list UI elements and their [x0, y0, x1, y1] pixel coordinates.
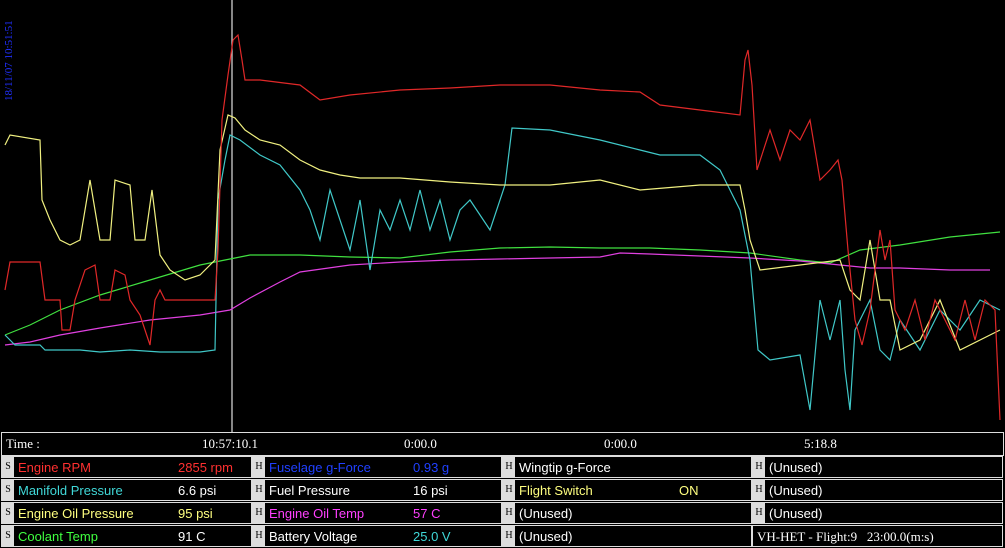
flag-button: H	[503, 480, 515, 500]
channel-cell: S Engine RPM 2855 rpm	[1, 456, 252, 478]
channel-label: VH-HET - Flight:9 23:00.0(m:s)	[757, 529, 934, 544]
channel-label: Fuel Pressure	[269, 483, 350, 498]
trace-oil-pressure	[4, 114, 1001, 351]
channel-cell: H Fuel Pressure 16 psi	[252, 479, 502, 501]
channel-label: (Unused)	[519, 529, 573, 544]
flag-button: H	[753, 503, 765, 523]
timestamp: 18/11/07 10:51:51	[3, 20, 15, 101]
time-label: Time :	[6, 436, 40, 451]
trace-coolant	[4, 231, 1001, 336]
channel-value: 6.6 psi	[178, 483, 217, 498]
channel-label: Wingtip g-Force	[519, 460, 611, 475]
channel-value: 57 C	[413, 506, 441, 521]
trace-manifold	[4, 127, 1001, 411]
channel-label: Battery Voltage	[269, 529, 358, 544]
trace-oil-temp	[4, 252, 990, 346]
trace-plot	[4, 0, 1001, 432]
time-bar: Time : 10:57:10.1 0:00.0 0:00.0 5:18.8	[1, 432, 1004, 456]
channel-cell: H Fuselage g-Force 0.93 g	[252, 456, 502, 478]
channel-cell: H Engine Oil Temp 57 C	[252, 502, 502, 524]
channel-label: (Unused)	[769, 506, 823, 521]
channel-label: Engine Oil Temp	[269, 506, 365, 521]
channel-cell: H (Unused)	[752, 479, 1003, 501]
channel-label: Coolant Temp	[18, 529, 98, 544]
flag-button: H	[503, 526, 515, 546]
channel-label: Engine RPM	[18, 460, 91, 475]
channel-cell: H Wingtip g-Force	[502, 456, 752, 478]
channel-grid: S Engine RPM 2855 rpm H Fuselage g-Force 0.93…	[1, 456, 1003, 548]
flag-button: H	[503, 457, 515, 477]
channel-label: Fuselage g-Force	[269, 460, 371, 475]
flag-button: S	[2, 503, 14, 523]
channel-cell: S Engine Oil Pressure 95 psi	[1, 502, 252, 524]
time-mark: 0:00.0	[404, 436, 437, 451]
channel-cell: S Coolant Temp 91 C	[1, 525, 252, 547]
channel-label: Engine Oil Pressure	[18, 506, 134, 521]
trace-rpm	[4, 33, 1001, 421]
time-mark: 5:18.8	[804, 436, 837, 451]
flag-button: H	[253, 526, 265, 546]
channel-cell: H (Unused)	[502, 525, 752, 547]
flag-button: H	[503, 503, 515, 523]
flag-button: S	[2, 480, 14, 500]
channel-label: (Unused)	[519, 506, 573, 521]
channel-cell: VH-HET - Flight:9 23:00.0(m:s)	[752, 525, 1003, 547]
channel-label: (Unused)	[769, 460, 823, 475]
channel-label: Manifold Pressure	[18, 483, 123, 498]
flag-button: H	[253, 457, 265, 477]
channel-value: 91 C	[178, 529, 206, 544]
channel-value: 0.93 g	[413, 460, 450, 475]
channel-cell: H (Unused)	[752, 456, 1003, 478]
flag-button: H	[753, 480, 765, 500]
flag-button: H	[253, 503, 265, 523]
flag-button: H	[753, 457, 765, 477]
channel-label: Flight Switch	[519, 483, 593, 498]
flag-button: H	[253, 480, 265, 500]
channel-cell: H (Unused)	[502, 502, 752, 524]
channel-cell: H Flight Switch ON	[502, 479, 752, 501]
flag-button: S	[2, 457, 14, 477]
channel-value: ON	[679, 483, 699, 498]
channel-value: 25.0 V	[413, 529, 451, 544]
channel-cell: H (Unused)	[752, 502, 1003, 524]
channel-cell: H Battery Voltage 25.0 V	[252, 525, 502, 547]
channel-value: 16 psi	[413, 483, 448, 498]
channel-label: (Unused)	[769, 483, 823, 498]
time-mark: 10:57:10.1	[202, 436, 258, 451]
channel-value: 2855 rpm	[178, 460, 233, 475]
time-mark: 0:00.0	[604, 436, 637, 451]
channel-value: 95 psi	[178, 506, 213, 521]
flag-button: S	[2, 526, 14, 546]
channel-cell: S Manifold Pressure 6.6 psi	[1, 479, 252, 501]
